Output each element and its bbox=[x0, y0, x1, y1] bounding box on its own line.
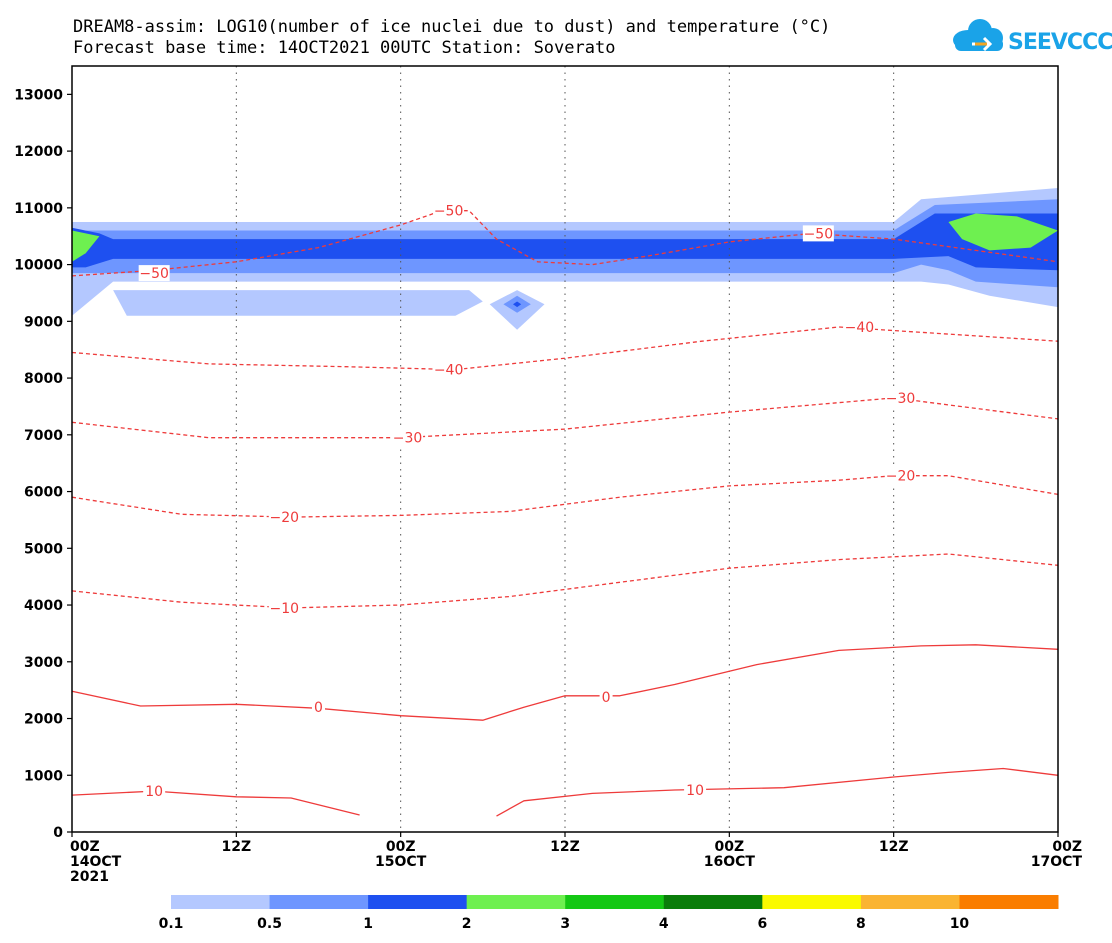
contour-label-3: 0 bbox=[602, 690, 611, 706]
colorbar-label-7: 8 bbox=[856, 916, 866, 932]
contour-label-2: 0 bbox=[314, 700, 323, 716]
contour-label-bg-6 bbox=[885, 467, 917, 484]
colorbar-label-0: 0.1 bbox=[159, 916, 184, 932]
plot-area: 10 10 0 0 −10 −20 −20 −30 −30 −40 −40 −50 −50 −50 bbox=[71, 65, 1059, 833]
y-tick-label-1: 1000 bbox=[24, 768, 63, 784]
contour-label-bg-4 bbox=[268, 599, 300, 616]
colorbar-swatch-4 bbox=[565, 895, 665, 909]
y-tick-label-9: 9000 bbox=[24, 314, 63, 330]
y-tick-label-7: 7000 bbox=[24, 428, 63, 444]
contour-label-13: −50 bbox=[804, 226, 834, 242]
colorbar-swatch-3 bbox=[466, 895, 566, 909]
y-tick-label-0: 0 bbox=[53, 825, 63, 841]
colorbar-label-6: 6 bbox=[757, 916, 767, 932]
contour-0-2 bbox=[71, 644, 1059, 721]
x-tick-label-6-1: 17OCT bbox=[1031, 854, 1083, 870]
logo-text: SEEVCCC bbox=[1008, 30, 1112, 55]
x-tick-label-2-1: 15OCT bbox=[375, 854, 427, 870]
contour-label-bg-9 bbox=[433, 361, 465, 378]
contour-label-bg-0 bbox=[143, 783, 166, 800]
colorbar-swatch-5 bbox=[663, 895, 763, 909]
x-tick-label-0-2: 2021 bbox=[70, 869, 109, 885]
chart-subtitle: Forecast base time: 14OCT2021 00UTC Stat… bbox=[73, 38, 615, 58]
contour-label-6: −20 bbox=[886, 469, 916, 485]
colorbar-swatch-7 bbox=[860, 895, 960, 909]
contour-label-bg-13 bbox=[802, 225, 834, 242]
shade-level-1-6 bbox=[513, 301, 522, 308]
colorbar-label-8: 10 bbox=[950, 916, 970, 932]
shade-level-2-8 bbox=[948, 213, 1058, 251]
colorbar-label-1: 0.5 bbox=[257, 916, 282, 932]
chart-title: DREAM8-assim: LOG10(number of ice nuclei… bbox=[73, 17, 830, 37]
colorbar-swatch-6 bbox=[762, 895, 862, 909]
colorbar-swatch-0 bbox=[171, 895, 271, 909]
cloud-icon bbox=[953, 19, 1003, 52]
contour-label-1: 10 bbox=[686, 783, 704, 799]
y-tick-label-5: 5000 bbox=[24, 541, 63, 557]
contour-label-bg-2 bbox=[312, 699, 325, 716]
colorbar-label-5: 4 bbox=[659, 916, 669, 932]
y-tick-label-6: 6000 bbox=[24, 485, 63, 501]
colorbar: 0.1 0.5 1 2 3 4 6 8 10 bbox=[159, 895, 1059, 932]
contour-10-1 bbox=[496, 767, 1059, 817]
contour-label-11: −50 bbox=[139, 266, 169, 282]
colorbar-swatch-1 bbox=[269, 895, 369, 909]
y-tick-label-2: 2000 bbox=[24, 712, 63, 728]
x-tick-label-0-1: 14OCT bbox=[70, 854, 122, 870]
x-tick-label-6-0: 00Z bbox=[1052, 839, 1082, 855]
contour-label-bg-7 bbox=[392, 429, 424, 446]
contour-label-bg-8 bbox=[885, 389, 917, 406]
contour-label-5: −20 bbox=[269, 510, 299, 526]
y-tick-label-12: 12000 bbox=[14, 144, 63, 160]
y-axis: 0 1000 2000 3000 4000 5000 6000 7000 8000 9000 100… bbox=[14, 87, 72, 841]
y-tick-label-10: 10000 bbox=[14, 258, 63, 274]
y-tick-label-8: 8000 bbox=[24, 371, 63, 387]
colorbar-label-2: 1 bbox=[363, 916, 373, 932]
x-tick-label-3-0: 12Z bbox=[550, 839, 580, 855]
contour-minus50-7 bbox=[71, 210, 1059, 277]
x-tick-label-5-0: 12Z bbox=[879, 839, 909, 855]
temperature-contour-labels: 10 10 0 0 −10 −20 −20 −30 −30 −40 −40 −50 −50 −50 bbox=[138, 202, 917, 800]
contour-label-bg-1 bbox=[684, 782, 707, 799]
colorbar-label-3: 2 bbox=[462, 916, 472, 932]
contour-label-10: −40 bbox=[845, 320, 875, 336]
contour-label-4: −10 bbox=[269, 601, 299, 617]
x-tick-label-2-0: 00Z bbox=[386, 839, 416, 855]
y-tick-label-3: 3000 bbox=[24, 655, 63, 671]
y-tick-label-4: 4000 bbox=[24, 598, 63, 614]
y-tick-label-13: 13000 bbox=[14, 87, 63, 103]
contour-10-0 bbox=[71, 790, 360, 816]
contour-label-bg-5 bbox=[268, 509, 300, 526]
y-tick-label-11: 11000 bbox=[14, 201, 63, 217]
colorbar-label-4: 3 bbox=[560, 916, 570, 932]
contour-label-bg-10 bbox=[843, 319, 875, 336]
x-tick-label-4-0: 00Z bbox=[715, 839, 745, 855]
colorbar-swatch-8 bbox=[959, 895, 1059, 909]
colorbar-swatch-2 bbox=[368, 895, 468, 909]
shade-level-2-7 bbox=[72, 230, 100, 262]
contour-label-0: 10 bbox=[145, 784, 163, 800]
contour-label-8: −30 bbox=[886, 391, 916, 407]
contour-label-bg-11 bbox=[138, 265, 170, 282]
contour-label-9: −40 bbox=[434, 363, 464, 379]
shade-level-0-1-1 bbox=[113, 290, 483, 316]
contour-label-bg-12 bbox=[433, 202, 465, 219]
contour-label-12: −50 bbox=[434, 204, 464, 220]
x-tick-label-0-0: 00Z bbox=[70, 839, 100, 855]
x-tick-label-1-0: 12Z bbox=[222, 839, 252, 855]
contour-label-bg-3 bbox=[599, 688, 613, 705]
x-tick-label-4-1: 16OCT bbox=[704, 854, 756, 870]
logo: SEEVCCC bbox=[953, 19, 1112, 55]
contour-label-7: −30 bbox=[393, 431, 423, 447]
